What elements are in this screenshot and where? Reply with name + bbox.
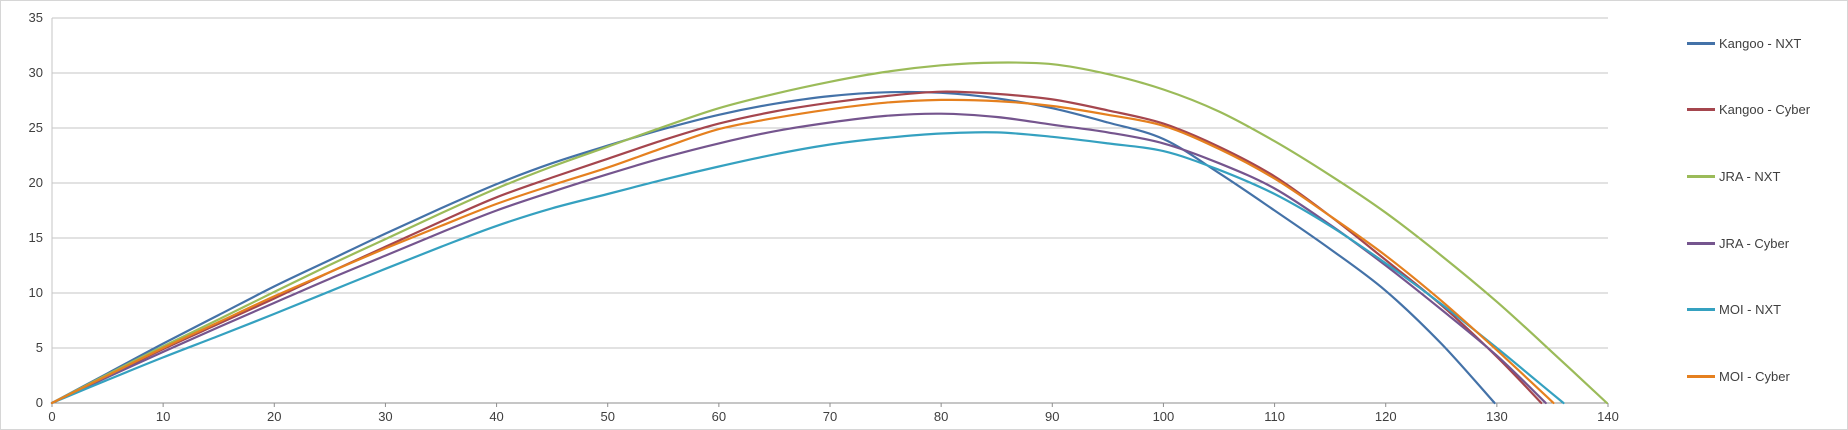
legend-swatch-icon: [1687, 41, 1715, 45]
legend-item-5[interactable]: MOI - Cyber: [1687, 368, 1790, 386]
y-tick-label-35: 35: [29, 10, 43, 25]
series-line-5[interactable]: [50, 98, 1555, 405]
x-tick-label-20: 20: [267, 409, 281, 424]
legend: Kangoo - NXT Kangoo - Cyber JRA - NXT JRA -…: [1687, 1, 1847, 429]
x-tick-label-40: 40: [489, 409, 503, 424]
y-tick-label-15: 15: [29, 230, 43, 245]
y-tick-label-25: 25: [29, 120, 43, 135]
y-tick-label-0: 0: [36, 395, 43, 410]
legend-item-4[interactable]: MOI - NXT: [1687, 301, 1781, 319]
series-line-0[interactable]: [50, 90, 1496, 405]
tick-labels: 0 5 10 15 20 25 30 35 0 10 20 30 40 50 60 70 80 90 100 110 1…: [29, 10, 1619, 424]
gridlines: [52, 17, 1608, 349]
legend-item-0[interactable]: Kangoo - NXT: [1687, 34, 1801, 52]
series-line-4[interactable]: [50, 131, 1565, 405]
x-tick-label-70: 70: [823, 409, 837, 424]
legend-swatch-icon: [1687, 308, 1715, 312]
legend-swatch-icon: [1687, 375, 1715, 378]
x-tick-label-60: 60: [712, 409, 726, 424]
legend-item-1[interactable]: Kangoo - Cyber: [1687, 101, 1810, 119]
legend-swatch-icon: [1687, 108, 1715, 112]
x-tick-label-90: 90: [1045, 409, 1059, 424]
series-line-3[interactable]: [50, 112, 1547, 405]
series-lines: [50, 61, 1608, 405]
legend-label: MOI - NXT: [1719, 302, 1782, 318]
legend-label: JRA - Cyber: [1719, 235, 1790, 251]
legend-label: Kangoo - Cyber: [1719, 102, 1811, 118]
legend-item-3[interactable]: JRA - Cyber: [1687, 234, 1789, 252]
x-tick-label-120: 120: [1375, 409, 1397, 424]
y-tick-label-30: 30: [29, 65, 43, 80]
legend-label: JRA - NXT: [1719, 168, 1781, 184]
legend-item-2[interactable]: JRA - NXT: [1687, 167, 1780, 185]
y-tick-label-20: 20: [29, 175, 43, 190]
x-tick-label-50: 50: [600, 409, 614, 424]
series-line-1[interactable]: [50, 90, 1543, 405]
axes: [51, 18, 1609, 407]
legend-swatch-icon: [1687, 174, 1715, 178]
x-tick-label-80: 80: [934, 409, 948, 424]
y-tick-label-10: 10: [29, 285, 43, 300]
x-tick-label-100: 100: [1153, 409, 1175, 424]
x-tick-label-0: 0: [48, 409, 55, 424]
y-tick-label-5: 5: [36, 340, 43, 355]
legend-label: Kangoo - NXT: [1719, 35, 1802, 51]
x-tick-label-30: 30: [378, 409, 392, 424]
legend-label: MOI - Cyber: [1719, 369, 1790, 384]
series-line-2[interactable]: [50, 61, 1608, 405]
x-tick-label-110: 110: [1264, 409, 1285, 424]
x-tick-label-130: 130: [1486, 409, 1508, 424]
x-tick-label-140: 140: [1597, 409, 1619, 424]
x-tick-label-10: 10: [156, 409, 170, 424]
legend-swatch-icon: [1687, 241, 1715, 245]
